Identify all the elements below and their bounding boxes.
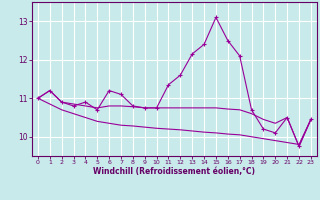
X-axis label: Windchill (Refroidissement éolien,°C): Windchill (Refroidissement éolien,°C)	[93, 167, 255, 176]
